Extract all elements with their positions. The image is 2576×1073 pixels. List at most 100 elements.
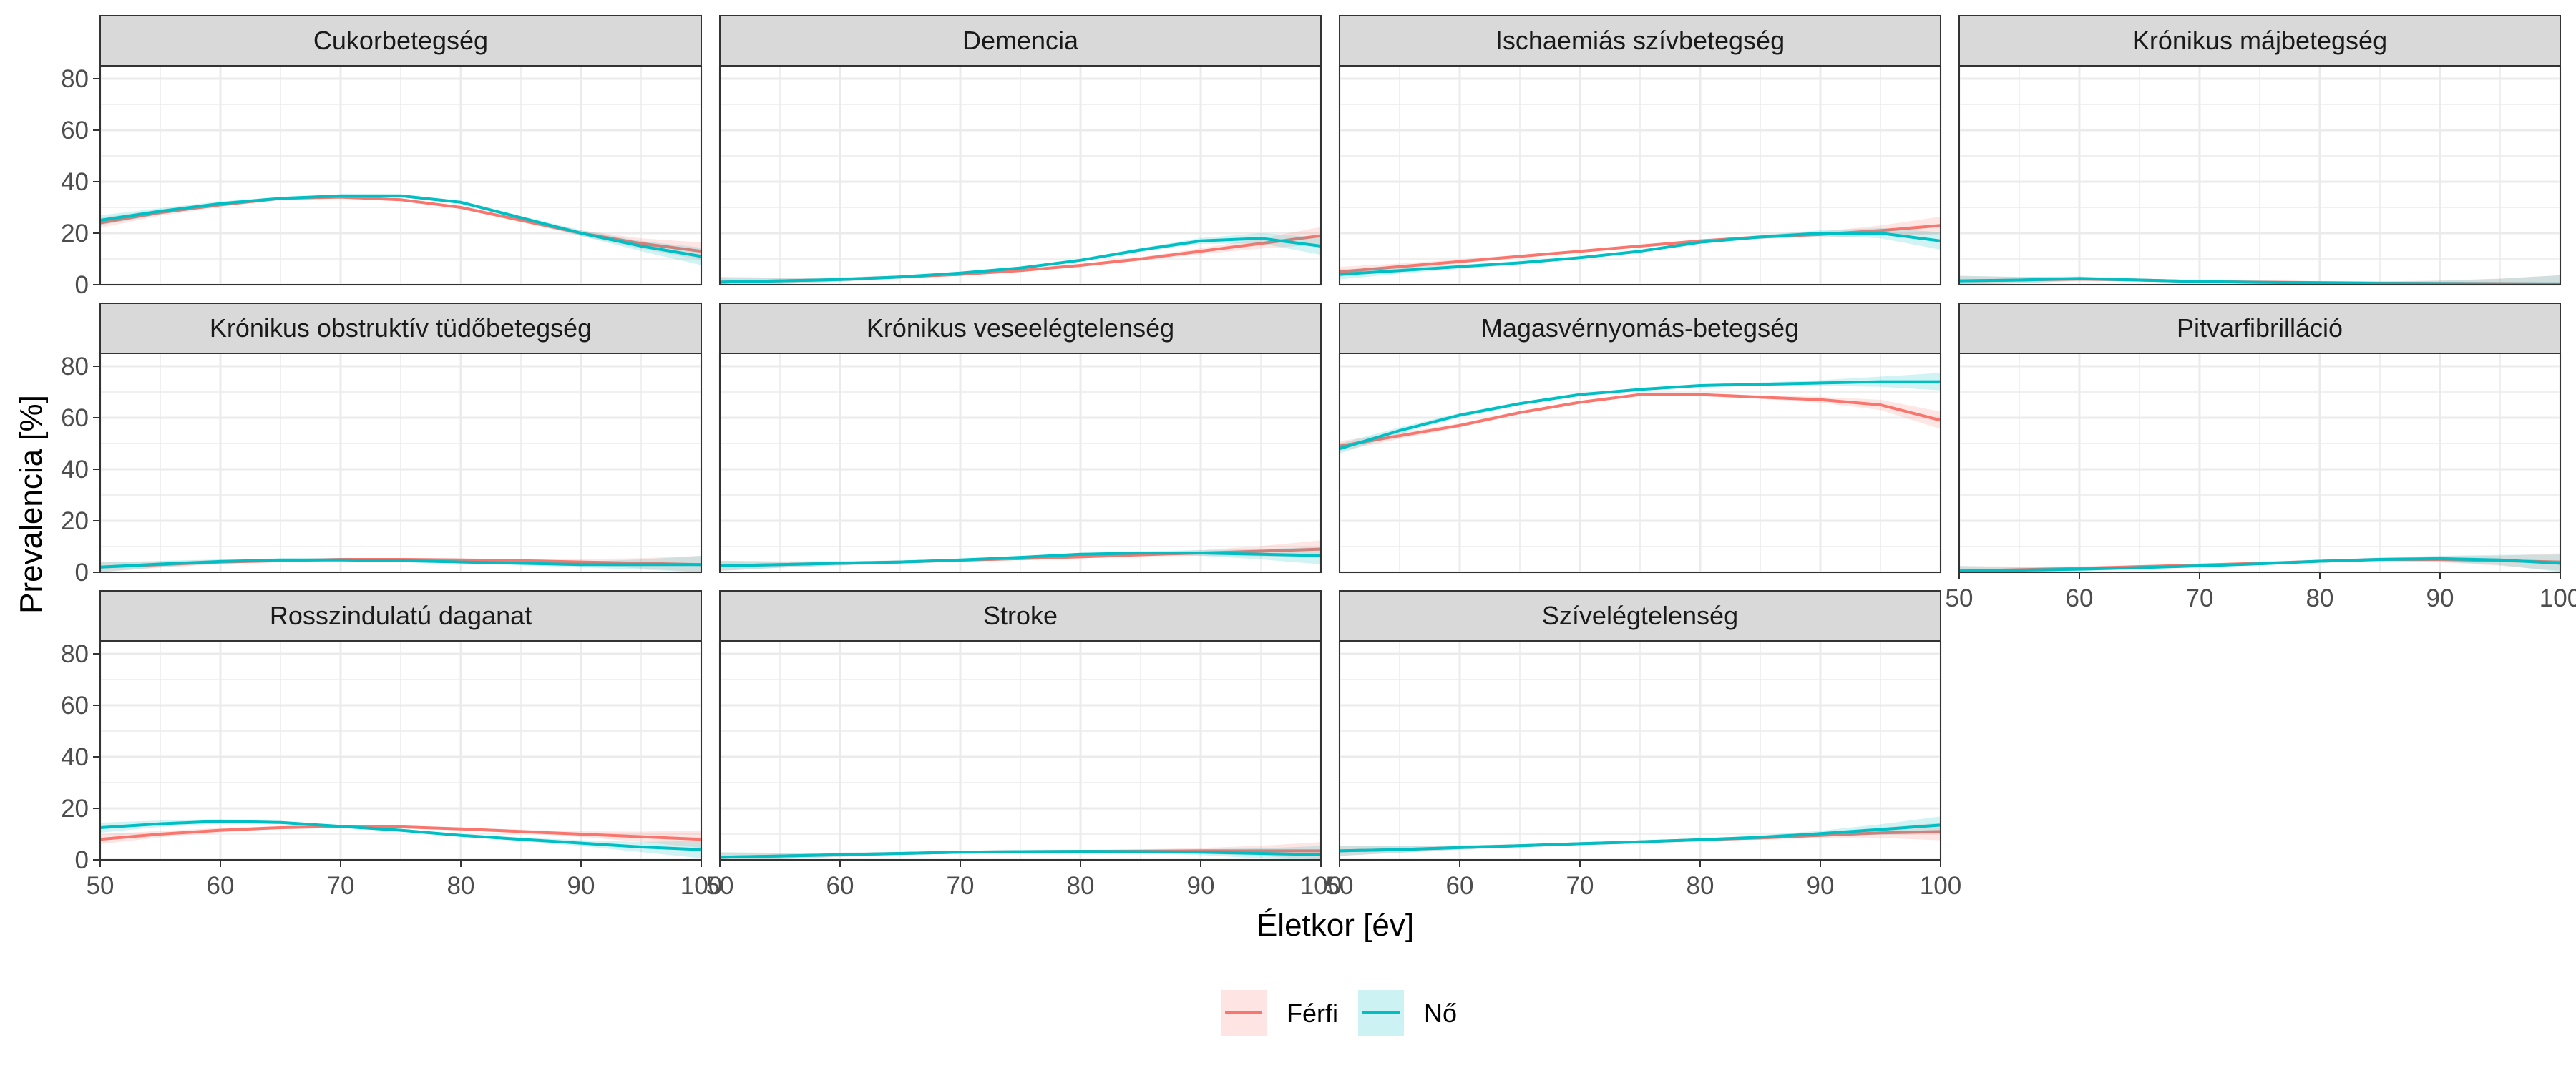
legend-label: Nő (1424, 999, 1457, 1028)
y-tick-label: 60 (61, 117, 89, 144)
panel-strip (99, 590, 702, 642)
x-tick-label: 50 (1326, 872, 1354, 900)
panel-border (1339, 640, 1941, 861)
panel: Szívelégtelenség (1338, 590, 1942, 861)
panel-title: Krónikus májbetegség (2132, 26, 2387, 55)
series-line (99, 558, 701, 569)
x-tick-label: 80 (1067, 872, 1095, 900)
y-tick-label: 0 (75, 559, 89, 587)
series-line (1339, 232, 1941, 276)
panel-strip (1958, 303, 2561, 354)
minor-grid (1340, 66, 1941, 285)
panel: Stroke (718, 590, 1322, 861)
panel: Ischaemiás szívbetegség (1338, 15, 1942, 286)
x-tick-label: 60 (207, 872, 235, 900)
panel-strip (99, 303, 702, 354)
minor-grid (1959, 66, 2560, 285)
y-axis-title: Prevalencia [%] (14, 395, 49, 614)
series-ribbon (100, 825, 701, 848)
panel-border (719, 640, 1322, 861)
minor-grid (100, 353, 701, 572)
x-tick-label: 90 (567, 872, 595, 900)
panel: Magasvérnyomás-betegség (1338, 303, 1942, 574)
series-ribbon (720, 227, 1321, 285)
panel-border (1958, 353, 2561, 573)
panel-title: Ischaemiás szívbetegség (1496, 26, 1785, 55)
x-tick-label: 60 (826, 872, 854, 900)
x-tick-label: 60 (2066, 584, 2094, 612)
x-tick-label: 70 (327, 872, 355, 900)
x-tick-label: 80 (447, 872, 475, 900)
legend-item: Nő (1358, 990, 1457, 1036)
panel-strip (1339, 15, 1941, 67)
panel-border (99, 640, 702, 861)
panel-strip (1958, 15, 2561, 67)
y-tick-label: 0 (75, 271, 89, 299)
panel-border (1339, 353, 1941, 573)
series-line (99, 825, 702, 841)
x-tick-label: 70 (1566, 872, 1594, 900)
y-tick-label: 80 (61, 353, 89, 381)
minor-grid (720, 641, 1321, 860)
x-tick-label: 50 (87, 872, 114, 900)
panel-strip (719, 590, 1322, 642)
y-tick-label: 40 (61, 456, 89, 484)
x-tick-label: 80 (2306, 584, 2334, 612)
series-line (1958, 557, 2561, 573)
y-tick-label: 60 (61, 692, 89, 720)
y-tick-label: 80 (61, 65, 89, 93)
series-line (99, 820, 702, 851)
major-grid (718, 641, 1322, 861)
x-tick-label: 70 (947, 872, 975, 900)
legend-label: Férfi (1287, 999, 1338, 1028)
x-tick-label: 60 (1446, 872, 1474, 900)
y-tick-label: 20 (61, 795, 89, 823)
panel: Krónikus májbetegség (1958, 15, 2562, 286)
y-tick-label: 20 (61, 220, 89, 248)
legend: Férfi Nő (1221, 990, 1457, 1036)
series-line (1958, 277, 2560, 285)
x-tick-label: 70 (2186, 584, 2214, 612)
y-tick-label: 80 (61, 640, 89, 668)
x-tick-label: 100 (2540, 584, 2576, 612)
x-tick-label: 90 (2426, 584, 2454, 612)
panel: Rosszindulatú daganat 0 20 40 60 80 (61, 590, 703, 874)
series-line (719, 237, 1322, 284)
panel-title: Pitvarfibrilláció (2177, 313, 2343, 343)
y-tick-label: 40 (61, 168, 89, 196)
panel-title: Rosszindulatú daganat (270, 601, 532, 630)
x-tick-label: 50 (706, 872, 734, 900)
series-line (719, 850, 1322, 859)
panels-group: Cukorbetegség 0 20 40 60 80 Demencia Ischaemiás… (61, 15, 2562, 874)
panel-border (1958, 65, 2561, 285)
panel-border (99, 353, 702, 573)
x-tick-label: 100 (1920, 872, 1961, 900)
panel: Krónikus veseelégtelenség (718, 303, 1322, 574)
panel-border (99, 65, 702, 285)
minor-grid (720, 353, 1321, 572)
y-tick-label: 40 (61, 743, 89, 771)
panel: Demencia (718, 15, 1322, 286)
x-tick-label: 50 (1946, 584, 1974, 612)
panel-border (1339, 65, 1941, 285)
panel-title: Stroke (983, 601, 1058, 630)
x-tick-label: 100 (1300, 872, 1342, 900)
panel-border (719, 65, 1322, 285)
x-tick-label: 100 (680, 872, 722, 900)
x-tick-label: 90 (1807, 872, 1835, 900)
panel-title: Krónikus obstruktív tüdőbetegség (210, 313, 592, 343)
series-line (719, 552, 1322, 567)
y-tick-label: 60 (61, 404, 89, 432)
panel-title: Szívelégtelenség (1542, 601, 1738, 630)
series-line (1339, 823, 1941, 853)
panel-strip (1339, 303, 1941, 354)
panel-title: Krónikus veseelégtelenség (867, 313, 1174, 343)
series-line (99, 194, 702, 258)
minor-grid (1340, 353, 1941, 572)
panel-strip (719, 15, 1322, 67)
y-tick-label: 0 (75, 846, 89, 874)
panel-title: Cukorbetegség (313, 26, 488, 55)
minor-grid (1959, 353, 2560, 572)
